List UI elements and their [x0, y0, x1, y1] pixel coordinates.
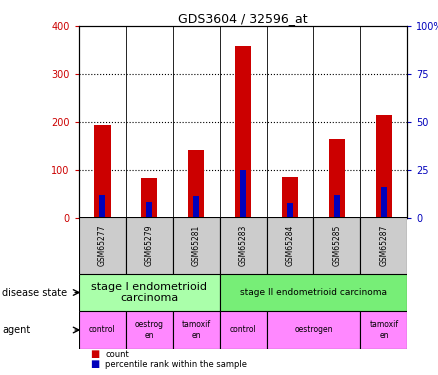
- Bar: [126, 311, 173, 349]
- Bar: [79, 311, 126, 349]
- Text: disease state: disease state: [2, 288, 67, 297]
- Text: GSM65285: GSM65285: [332, 225, 342, 266]
- Text: tamoxif
en: tamoxif en: [369, 320, 399, 340]
- Bar: [376, 115, 392, 218]
- Title: GDS3604 / 32596_at: GDS3604 / 32596_at: [178, 12, 308, 25]
- Bar: [126, 217, 173, 274]
- Text: count: count: [105, 350, 129, 359]
- Bar: [141, 178, 157, 218]
- Text: ■: ■: [90, 360, 99, 369]
- Bar: [79, 274, 219, 311]
- Text: GSM65284: GSM65284: [286, 225, 294, 266]
- Bar: [314, 217, 360, 274]
- Bar: [360, 311, 407, 349]
- Bar: [146, 202, 152, 217]
- Text: control: control: [89, 326, 116, 334]
- Bar: [360, 217, 407, 274]
- Text: stage I endometrioid
carcinoma: stage I endometrioid carcinoma: [91, 282, 207, 303]
- Text: oestrogen: oestrogen: [294, 326, 333, 334]
- Text: stage II endometrioid carcinoma: stage II endometrioid carcinoma: [240, 288, 387, 297]
- Text: tamoxif
en: tamoxif en: [182, 320, 211, 340]
- Bar: [267, 217, 314, 274]
- Text: GSM65281: GSM65281: [192, 225, 201, 266]
- Text: percentile rank within the sample: percentile rank within the sample: [105, 360, 247, 369]
- Bar: [173, 311, 219, 349]
- Text: control: control: [230, 326, 257, 334]
- Bar: [99, 195, 105, 217]
- Text: GSM65279: GSM65279: [145, 225, 154, 266]
- Bar: [329, 139, 345, 218]
- Bar: [173, 217, 219, 274]
- Bar: [94, 125, 110, 218]
- Bar: [193, 195, 199, 217]
- Bar: [334, 195, 340, 217]
- Bar: [219, 311, 267, 349]
- Text: GSM65287: GSM65287: [379, 225, 389, 266]
- Bar: [381, 187, 387, 218]
- Bar: [267, 311, 360, 349]
- Text: agent: agent: [2, 325, 30, 335]
- Bar: [235, 46, 251, 217]
- Text: GSM65277: GSM65277: [98, 225, 107, 266]
- Text: GSM65283: GSM65283: [239, 225, 247, 266]
- Bar: [240, 170, 246, 217]
- Bar: [188, 150, 205, 217]
- Bar: [219, 274, 407, 311]
- Bar: [282, 177, 298, 218]
- Text: oestrog
en: oestrog en: [135, 320, 164, 340]
- Bar: [219, 217, 267, 274]
- Bar: [79, 217, 126, 274]
- Bar: [287, 203, 293, 217]
- Text: ■: ■: [90, 350, 99, 359]
